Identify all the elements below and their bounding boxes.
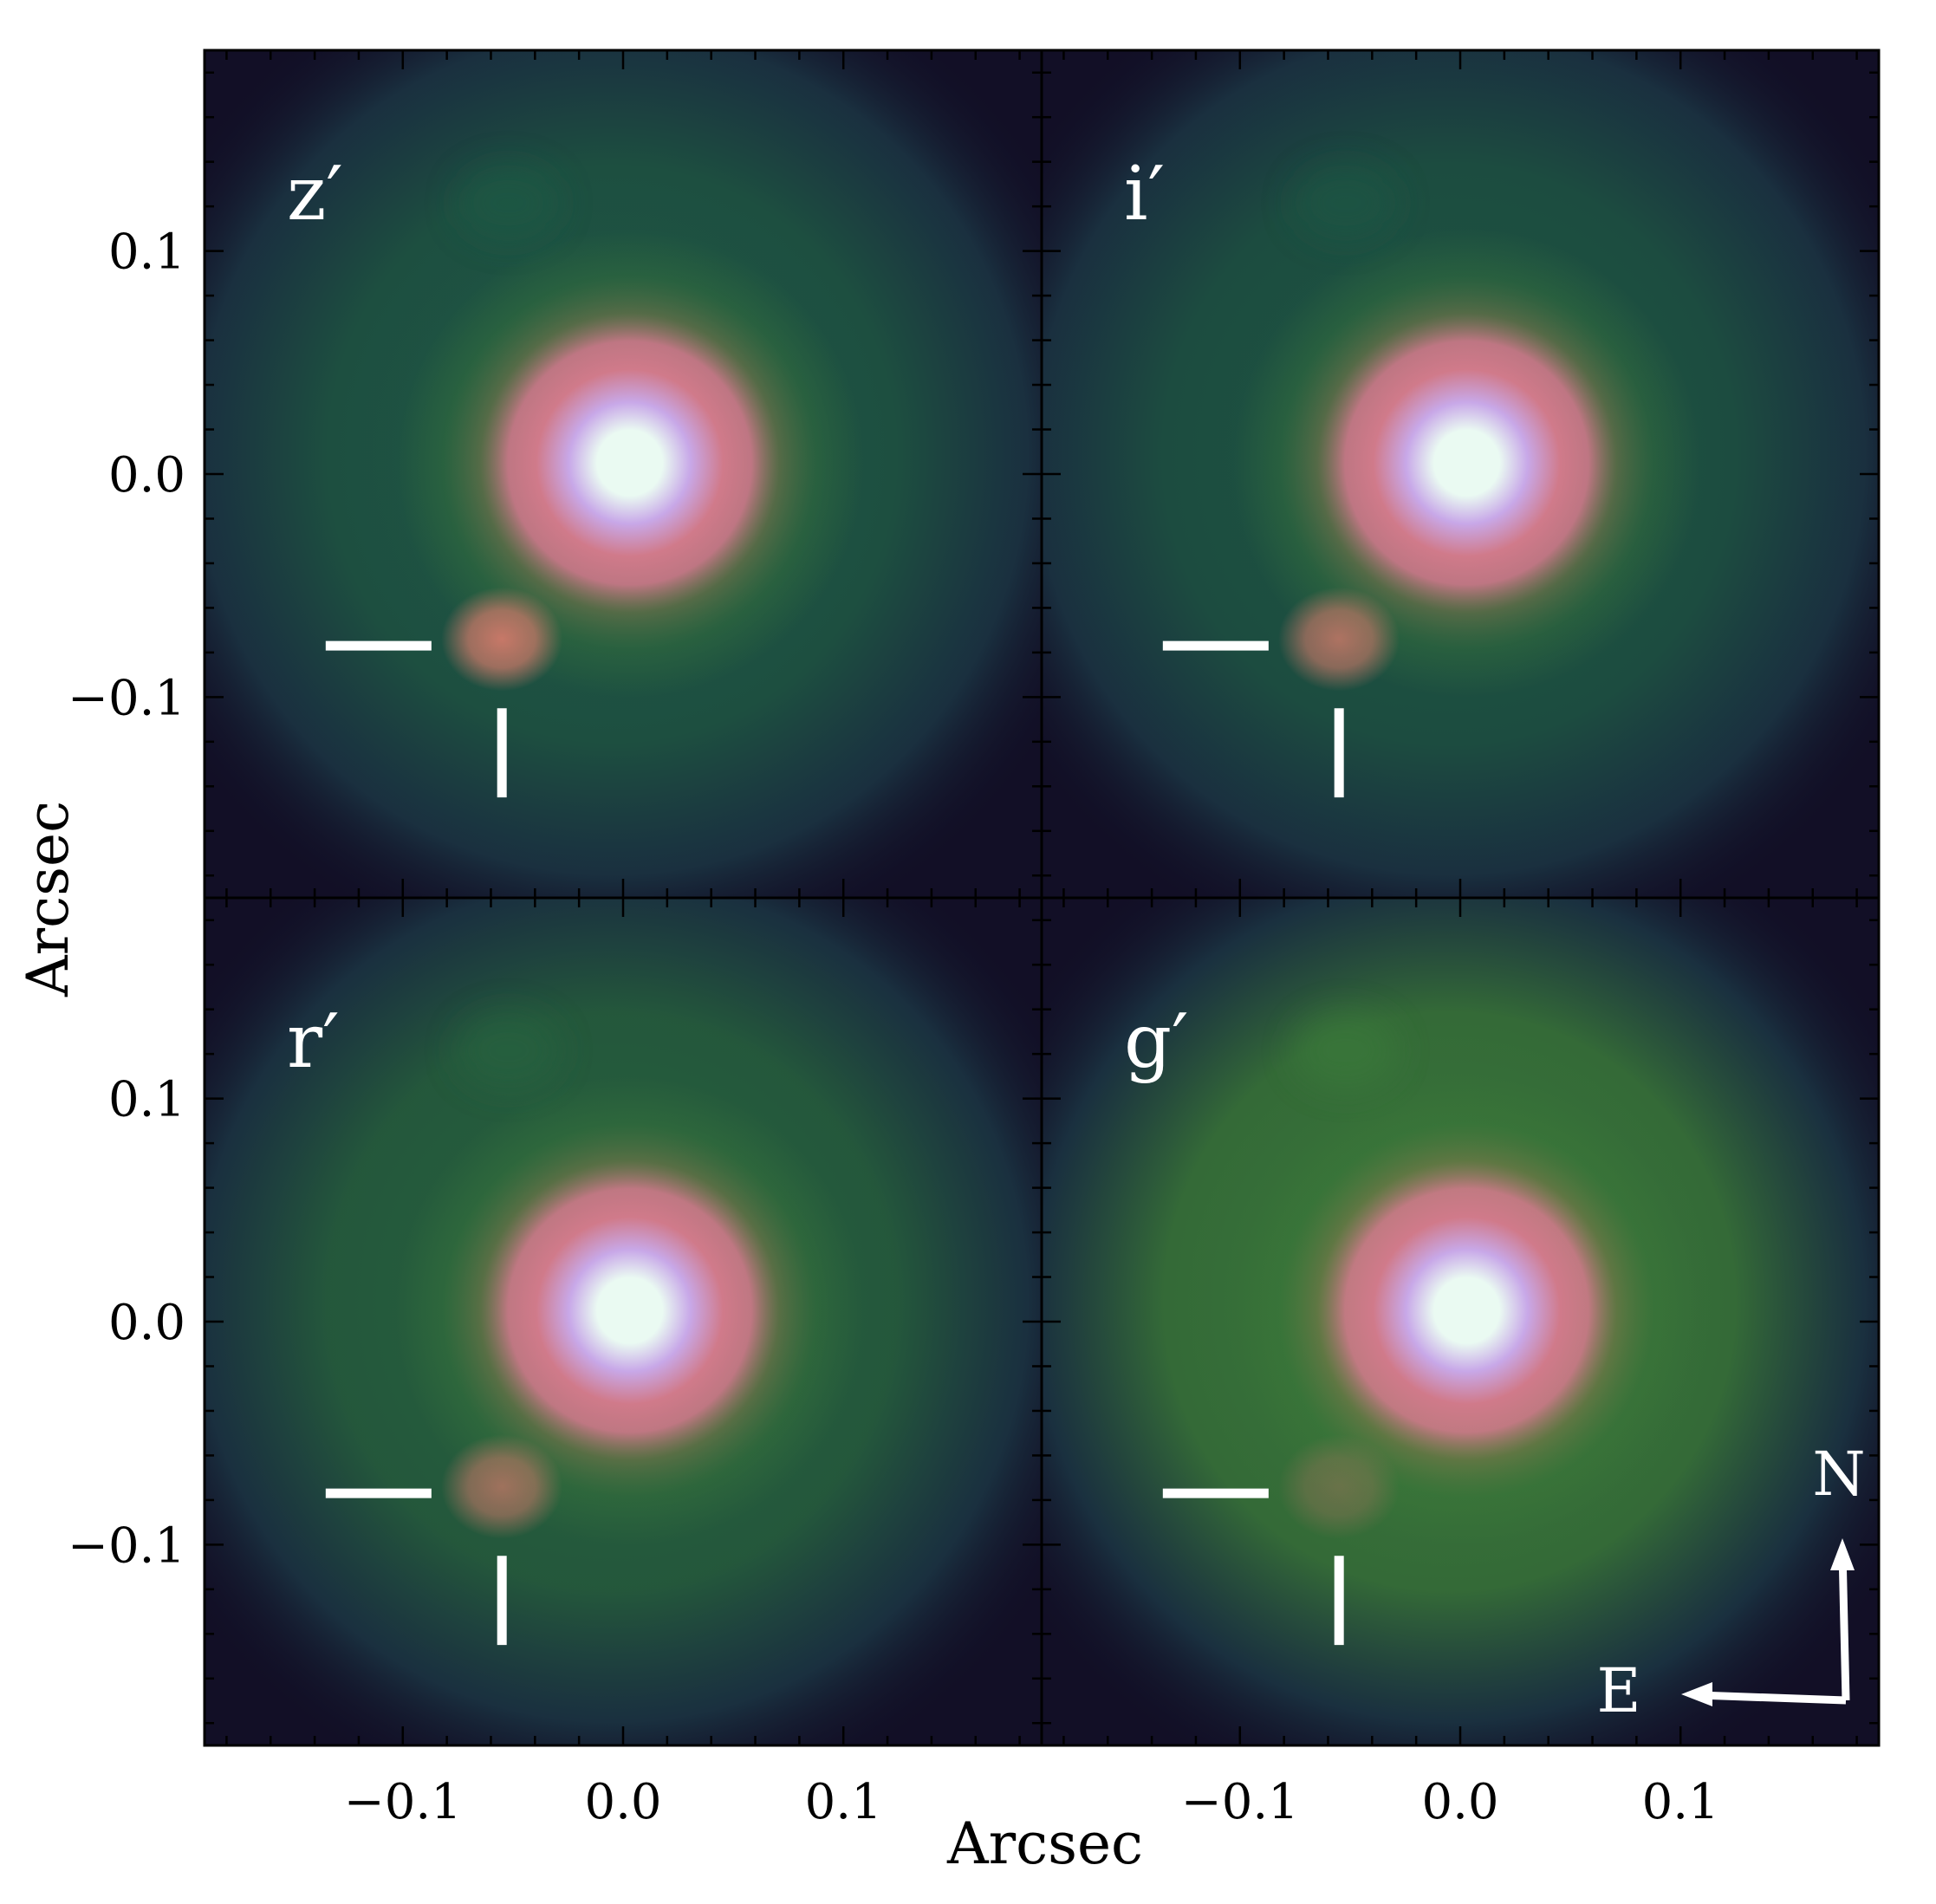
companion-source xyxy=(441,1434,563,1539)
primary-source xyxy=(1232,229,1701,698)
x-tick-label: 0.1 xyxy=(1642,1774,1719,1830)
compass: NE xyxy=(1596,1439,1865,1726)
east-arrow xyxy=(1698,1691,1847,1705)
panels-group: z′ i′ r′ g′ xyxy=(203,49,1881,1747)
panel-frame xyxy=(1040,896,1881,1747)
halo-knot xyxy=(1293,1011,1398,1090)
panel-ticks xyxy=(1042,50,1879,898)
y-axis-label: Arcsec xyxy=(15,801,81,997)
halo-knot xyxy=(456,164,561,243)
companion-source xyxy=(1278,1434,1400,1539)
x-tick-label: 0.0 xyxy=(1421,1774,1498,1830)
primary-source xyxy=(1232,1076,1701,1545)
panel-ticks xyxy=(205,50,1042,898)
panel-r: r′ xyxy=(203,896,1043,1747)
east-label: E xyxy=(1596,1655,1640,1726)
panel-ticks xyxy=(1042,898,1879,1745)
band-label: i′ xyxy=(1124,151,1165,237)
y-tick-label: 0.0 xyxy=(108,1295,185,1351)
halo-knot xyxy=(456,1011,561,1090)
y-tick-label: 0.1 xyxy=(108,224,185,281)
y-tick-label: −0.1 xyxy=(68,1517,185,1574)
companion-source xyxy=(441,587,563,692)
x-axis-label: Arcsec xyxy=(946,1810,1143,1877)
band-label: r′ xyxy=(287,998,340,1085)
primary-source xyxy=(395,1076,864,1545)
x-tick-label: 0.0 xyxy=(584,1774,661,1830)
panel-g: g′ xyxy=(1040,896,1881,1747)
halo-knot xyxy=(1293,164,1398,243)
y-tick-label: 0.0 xyxy=(108,447,185,504)
panel-i: i′ xyxy=(1040,49,1881,900)
panel-z: z′ xyxy=(203,49,1043,900)
x-tick-label: 0.1 xyxy=(805,1774,882,1830)
band-label: z′ xyxy=(287,151,343,237)
east-arrow-head xyxy=(1681,1682,1712,1706)
band-label: g′ xyxy=(1124,998,1189,1085)
y-tick-label: −0.1 xyxy=(68,670,185,726)
north-arrow-head xyxy=(1830,1538,1855,1570)
panel-ticks xyxy=(205,898,1042,1745)
companion-source xyxy=(1278,587,1400,692)
x-tick-label: −0.1 xyxy=(1181,1774,1299,1830)
north-arrow xyxy=(1838,1550,1850,1701)
y-tick-label: 0.1 xyxy=(108,1072,185,1128)
axis-ticks-group: −0.1 −0.1 −0.1 −0.1 0.0 0.0 0.0 0.0 0.1 0.1 0.1 0.1 xyxy=(68,224,1719,1830)
north-label: N xyxy=(1812,1439,1865,1510)
x-tick-label: −0.1 xyxy=(344,1774,462,1830)
primary-source xyxy=(395,229,864,698)
